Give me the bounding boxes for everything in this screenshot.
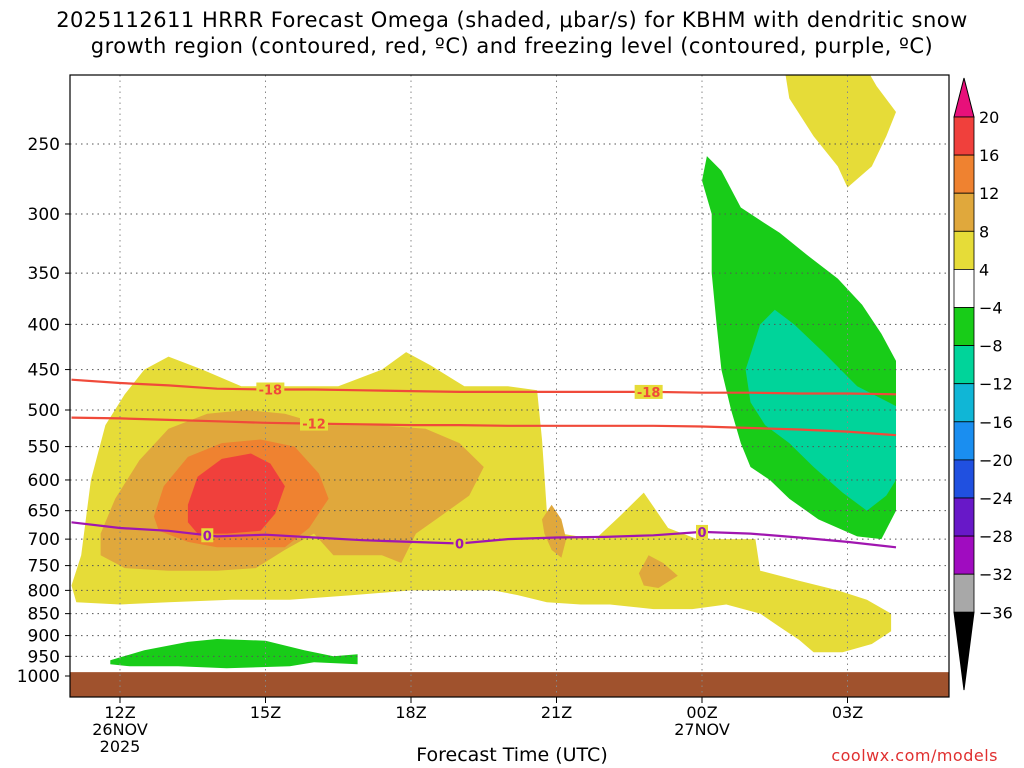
y-tick-label-600: 600 [28,471,60,491]
contour-label-bg [201,528,214,543]
colorbar-swatch-1 [953,116,975,156]
colorbar-label-4: 4 [979,260,989,279]
chart-title-line1: 2025112611 HRRR Forecast Omega (shaded, … [56,8,968,32]
x-tick-label-12-1: 26NOV [92,720,148,739]
credit-link[interactable]: coolwx.com/models [831,746,998,765]
colorbar-label-12: −32 [979,565,1013,584]
omega-region-upward-8-12-small-b [638,555,678,588]
y-tick-label-300: 300 [28,205,60,225]
contour-label-bg [256,382,285,397]
colorbar-label-13: −36 [979,603,1013,622]
x-tick-label-21-0: 21Z [541,703,572,722]
y-tick-label-900: 900 [28,627,60,647]
x-tick-label-12-0: 12Z [104,703,135,722]
y-tick-label-1000: 1000 [17,667,60,687]
y-tick-label-400: 400 [28,315,60,335]
colorbar-label-9: −20 [979,451,1013,470]
colorbar-swatch-4 [953,230,975,270]
plot-frame [69,74,950,698]
omega-region-downward-8-12-upper [745,309,896,511]
colorbar-label-2: 12 [979,184,999,203]
axis-layer: 2503003504004505005506006507007508008509… [17,135,863,756]
y-tick-label-950: 950 [28,647,60,667]
x-tick-label-18-0: 18Z [395,703,426,722]
colorbar-label-10: −24 [979,489,1013,508]
colorbar-label-5: −4 [979,299,1003,318]
colorbar-swatch-3 [953,192,975,232]
colorbar-swatch-5 [953,268,975,308]
colorbar-swatch-7 [953,345,975,385]
colorbar-swatch-10 [953,459,975,499]
chart-title-line2: growth region (contoured, red, ºC) and f… [90,34,934,58]
x-tick-label-12-2: 2025 [100,737,141,756]
omega-region-upper-upward-4-8 [785,75,896,188]
y-tick-label-750: 750 [28,557,60,577]
colorbar-swatch-8 [953,383,975,423]
y-tick-label-500: 500 [28,401,60,421]
colorbar-label-1: 16 [979,146,999,165]
x-tick-label-27-0: 03Z [832,703,863,722]
contour-layer: -18 -18 -12 0 0 0 [71,378,897,552]
surface-band [70,672,949,697]
colorbar-swatch-2 [953,154,975,194]
colorbar-arrow-bottom [953,611,975,691]
contour-label-0-1: 0 [455,537,464,552]
colorbar-swatch-9 [953,421,975,461]
x-tick-label-15-0: 15Z [250,703,281,722]
y-tick-label-550: 550 [28,438,60,458]
colorbar-label-0: 20 [979,108,999,127]
colorbar-swatch-13 [953,573,975,613]
colorbar-label-11: −28 [979,527,1013,546]
colorbar-swatch-6 [953,307,975,346]
contour-label--18-0: -18 [259,384,283,399]
omega-shading-layer [70,75,949,697]
colorbar-label-8: −16 [979,413,1013,432]
y-tick-label-850: 850 [28,605,60,625]
omega-region-downward-4-8-lower [110,639,358,669]
contour-label-bg [453,536,466,551]
y-tick-label-650: 650 [28,502,60,522]
y-tick-label-800: 800 [28,581,60,601]
colorbar-label-3: 8 [979,222,989,241]
contour-label-0-2: 0 [697,526,706,541]
y-tick-label-250: 250 [28,135,60,155]
contour-label-bg [696,524,708,539]
colorbar-swatch-11 [953,497,975,537]
grid-layer [70,75,949,697]
contour-line--18 [71,378,897,396]
colorbar: 20 16 12 8 4 −4 −8 −12 −16 −20 −24 −28 −32 −36 [953,77,1013,691]
x-tick-label-24-0: 00Z [686,703,717,722]
contour-line--12 [71,416,897,437]
x-axis-label: Forecast Time (UTC) [416,744,608,766]
colorbar-arrow-top [953,77,975,118]
colorbar-label-7: −12 [979,375,1013,394]
y-tick-label-450: 450 [28,361,60,381]
contour-label-bg [634,384,663,399]
omega-region-upward-16-20 [187,453,285,534]
x-tick-label-24-1: 27NOV [674,720,730,739]
y-tick-label-350: 350 [28,264,60,284]
colorbar-swatch-12 [953,535,975,575]
contour-label-bg [300,416,328,431]
contour-label--12-0: -12 [302,418,326,433]
y-tick-label-700: 700 [28,530,60,550]
omega-region-upward-8-12-small-a [542,504,567,558]
contour-label--18-1: -18 [637,386,661,401]
contour-label-0-0: 0 [203,529,212,544]
colorbar-label-6: −8 [979,337,1003,356]
